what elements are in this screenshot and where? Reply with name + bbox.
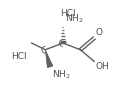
Text: HCl: HCl: [11, 52, 27, 61]
Text: O: O: [95, 28, 102, 37]
Text: HCl: HCl: [60, 9, 76, 18]
Text: NH$_2$: NH$_2$: [52, 68, 71, 81]
Text: OH: OH: [95, 62, 109, 71]
Text: NH$_2$: NH$_2$: [65, 12, 83, 25]
Polygon shape: [61, 41, 65, 42]
